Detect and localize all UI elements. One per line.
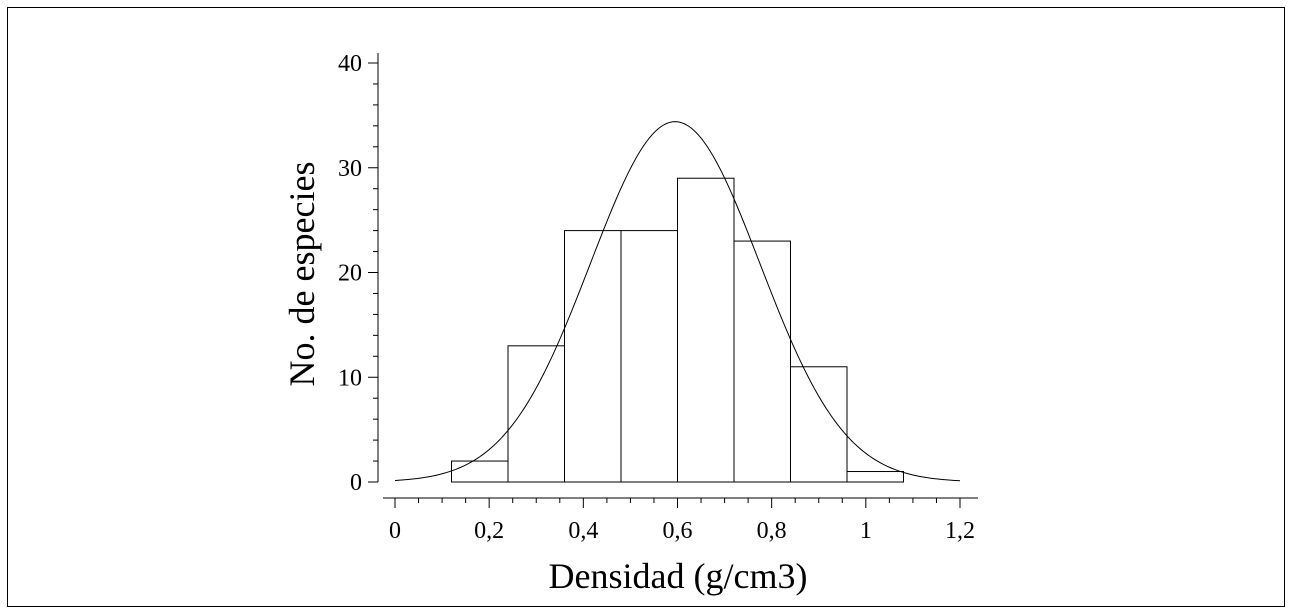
histogram-chart: 0 10 20 30 40 0 0,2 0,4 0,6 0,8 1 1,2 Densidad (g/c… xyxy=(282,51,978,596)
histogram-bar-2 xyxy=(507,345,565,483)
x-tick-label: 0 xyxy=(389,518,401,544)
histogram-bar-6 xyxy=(733,240,791,483)
chart-frame: 0 10 20 30 40 0 0,2 0,4 0,6 0,8 1 1,2 Densidad (g/c… xyxy=(7,7,1285,607)
x-axis-title: Densidad (g/cm3) xyxy=(549,556,808,596)
y-tick-label: 0 xyxy=(350,470,362,496)
x-tick-label: 1 xyxy=(860,518,872,544)
histogram-bar-1 xyxy=(451,460,509,483)
y-tick-label: 30 xyxy=(338,156,362,182)
x-tick-label: 0,4 xyxy=(568,518,598,544)
histogram-bar-4 xyxy=(620,230,678,483)
x-tick-label: 0,6 xyxy=(663,518,693,544)
x-tick-label: 0,2 xyxy=(474,518,504,544)
normal-curve xyxy=(394,121,961,482)
x-tick-label: 1,2 xyxy=(945,518,975,544)
y-axis-title: No. de especies xyxy=(282,162,322,387)
y-tick-label: 40 xyxy=(338,51,362,77)
axes: 0 10 20 30 40 0 0,2 0,4 0,6 0,8 1 1,2 xyxy=(338,51,978,544)
histogram-bar-3 xyxy=(564,230,622,483)
y-tick-label: 20 xyxy=(338,261,362,287)
histogram-bar-8 xyxy=(846,471,904,483)
bars xyxy=(451,177,904,483)
x-tick-label: 0,8 xyxy=(757,518,787,544)
histogram-bar-7 xyxy=(790,366,848,483)
y-tick-label: 10 xyxy=(338,365,362,391)
histogram-bar-5 xyxy=(677,177,735,483)
